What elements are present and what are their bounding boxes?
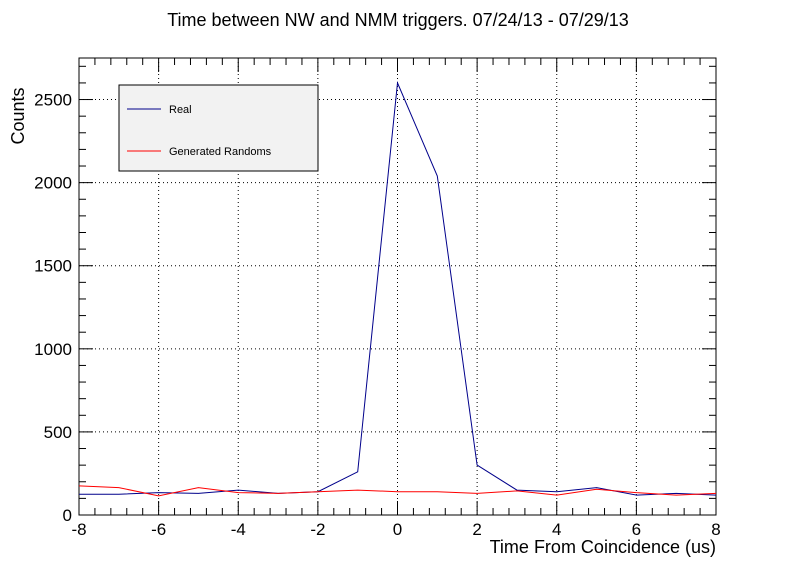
legend-label-real: Real bbox=[169, 104, 192, 116]
legend: Real Generated Randoms bbox=[118, 84, 319, 172]
y-axis-title: Counts bbox=[8, 87, 28, 144]
x-tick-label: 8 bbox=[711, 520, 720, 539]
x-tick-label: 6 bbox=[632, 520, 641, 539]
y-tick-label: 500 bbox=[44, 423, 72, 442]
axis-ticks bbox=[78, 58, 717, 516]
x-tick-label: -2 bbox=[310, 520, 325, 539]
y-tick-label: 0 bbox=[63, 506, 72, 525]
x-tick-label: 0 bbox=[393, 520, 402, 539]
x-tick-label: -6 bbox=[151, 520, 166, 539]
y-tick-label: 2500 bbox=[34, 91, 72, 110]
x-tick-label: -4 bbox=[231, 520, 246, 539]
x-tick-label: -8 bbox=[71, 520, 86, 539]
y-tick-label: 1000 bbox=[34, 340, 72, 359]
legend-box bbox=[118, 84, 319, 172]
y-tick-label: 2000 bbox=[34, 174, 72, 193]
y-tick-label: 1500 bbox=[34, 257, 72, 276]
series-line-generated-randoms bbox=[78, 485, 717, 497]
x-tick-label: 4 bbox=[552, 520, 561, 539]
legend-label-generated-randoms: Generated Randoms bbox=[169, 146, 272, 158]
x-axis-title: Time From Coincidence (us) bbox=[490, 537, 716, 557]
series-lines bbox=[78, 80, 717, 497]
tick-labels: -8 -6 -4 -2 0 2 4 6 8 0 500 1000 1500 2000 2500 bbox=[34, 91, 721, 539]
x-tick-label: 2 bbox=[472, 520, 481, 539]
chart-title: Time between NW and NMM triggers. 07/24/… bbox=[167, 10, 629, 30]
